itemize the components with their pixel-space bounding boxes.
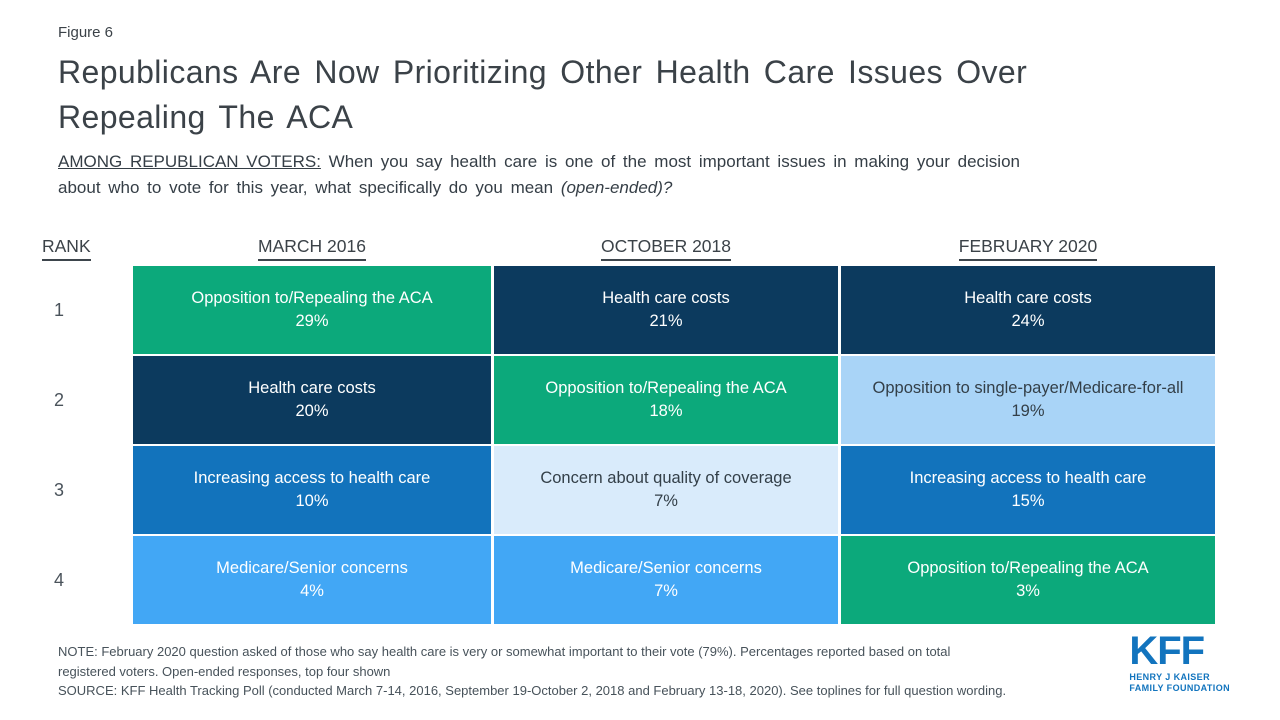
column-header-march-2016-label: MARCH 2016 xyxy=(258,236,366,261)
cell-percent-value: 15% xyxy=(1011,492,1045,510)
title-line-2: Repealing The ACA xyxy=(58,99,354,135)
table-cell: Opposition to/Repealing the ACA 18% xyxy=(494,356,838,444)
cell-issue-label: Health care costs xyxy=(248,379,376,397)
cell-percent-value: 4% xyxy=(300,582,324,600)
table-cell: Health care costs 20% xyxy=(133,356,491,444)
cell-issue-label: Opposition to/Repealing the ACA xyxy=(907,559,1149,577)
table-cell: Opposition to/Repealing the ACA 3% xyxy=(841,536,1215,624)
cell-percent-value: 24% xyxy=(1011,312,1045,330)
subtitle-lead: AMONG REPUBLICAN VOTERS: xyxy=(58,152,321,171)
figure-label: Figure 6 xyxy=(58,24,114,41)
column-header-october-2018-label: OCTOBER 2018 xyxy=(600,236,731,261)
rank-number: 3 xyxy=(54,479,65,500)
rank-number: 2 xyxy=(54,389,65,410)
subtitle-emphasis: (open-ended)? xyxy=(560,178,673,197)
cell-percent-value: 29% xyxy=(295,312,329,330)
cell-percent-value: 18% xyxy=(649,402,683,420)
note-line-2: registered voters. Open-ended responses,… xyxy=(58,663,391,679)
cell-issue-label: Opposition to/Repealing the ACA xyxy=(191,289,433,307)
table-cell: Increasing access to health care 15% xyxy=(841,446,1215,534)
cell-issue-label: Medicare/Senior concerns xyxy=(570,559,762,577)
cell-percent-value: 7% xyxy=(654,582,678,600)
kff-logo-tagline-1: HENRY J KAISER xyxy=(1129,672,1210,682)
rank-number: 4 xyxy=(54,569,65,590)
survey-question: AMONG REPUBLICAN VOTERS: When you say he… xyxy=(58,149,1218,201)
ranking-table: RANK MARCH 2016 OCTOBER 2018 FEBRUARY 20… xyxy=(42,234,1215,624)
kff-logo-acronym: KFF xyxy=(1129,629,1205,673)
cell-issue-label: Health care costs xyxy=(964,289,1092,307)
column-header-february-2020: FEBRUARY 2020 xyxy=(841,234,1215,264)
column-header-february-2020-label: FEBRUARY 2020 xyxy=(958,236,1098,261)
cell-percent-value: 3% xyxy=(1016,582,1040,600)
cell-percent-value: 20% xyxy=(295,402,329,420)
table-cell: Health care costs 21% xyxy=(494,266,838,354)
cell-issue-label: Increasing access to health care xyxy=(193,469,431,487)
cell-percent-value: 7% xyxy=(654,492,678,510)
page-title: Republicans Are Now Prioritizing Other H… xyxy=(58,50,1268,140)
subtitle-line-2: about who to vote for this year, what sp… xyxy=(58,175,1218,201)
column-header-march-2016: MARCH 2016 xyxy=(133,234,491,264)
cell-issue-label: Opposition to single-payer/Medicare-for-… xyxy=(872,379,1184,397)
cell-issue-label: Health care costs xyxy=(602,289,730,307)
rank-number: 1 xyxy=(54,299,65,320)
subtitle-line-1: AMONG REPUBLICAN VOTERS: When you say he… xyxy=(58,149,1218,175)
kff-logo: KFF HENRY J KAISER FAMILY FOUNDATION xyxy=(1129,630,1230,694)
column-header-rank-label: RANK xyxy=(42,236,91,261)
table-cell: Increasing access to health care 10% xyxy=(133,446,491,534)
cell-percent-value: 10% xyxy=(295,492,329,510)
cell-issue-label: Opposition to/Repealing the ACA xyxy=(545,379,787,397)
column-header-october-2018: OCTOBER 2018 xyxy=(494,234,838,264)
cell-issue-label: Medicare/Senior concerns xyxy=(216,559,408,577)
table-cell: Medicare/Senior concerns 4% xyxy=(133,536,491,624)
table-cell: Medicare/Senior concerns 7% xyxy=(494,536,838,624)
cell-percent-value: 21% xyxy=(649,312,683,330)
table-cell: Opposition to single-payer/Medicare-for-… xyxy=(841,356,1215,444)
table-cell: Concern about quality of coverage 7% xyxy=(494,446,838,534)
table-cell: Health care costs 24% xyxy=(841,266,1215,354)
subtitle-line-2-text: about who to vote for this year, what sp… xyxy=(58,178,561,197)
column-header-rank: RANK xyxy=(42,234,130,264)
kff-logo-tagline-2: FAMILY FOUNDATION xyxy=(1129,683,1230,693)
cell-issue-label: Concern about quality of coverage xyxy=(540,469,792,487)
table-cell: Opposition to/Repealing the ACA 29% xyxy=(133,266,491,354)
title-line-1: Republicans Are Now Prioritizing Other H… xyxy=(58,54,1028,90)
cell-issue-label: Increasing access to health care xyxy=(909,469,1147,487)
footnotes: NOTE: February 2020 question asked of th… xyxy=(58,642,1006,701)
cell-percent-value: 19% xyxy=(1011,402,1045,420)
source-line: SOURCE: KFF Health Tracking Poll (conduc… xyxy=(58,683,1007,698)
subtitle-line-1-rest: When you say health care is one of the m… xyxy=(320,152,1020,171)
note-line-1: NOTE: February 2020 question asked of th… xyxy=(58,644,951,659)
